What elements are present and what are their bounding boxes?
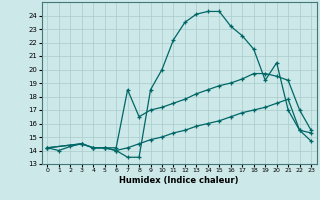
X-axis label: Humidex (Indice chaleur): Humidex (Indice chaleur): [119, 176, 239, 185]
